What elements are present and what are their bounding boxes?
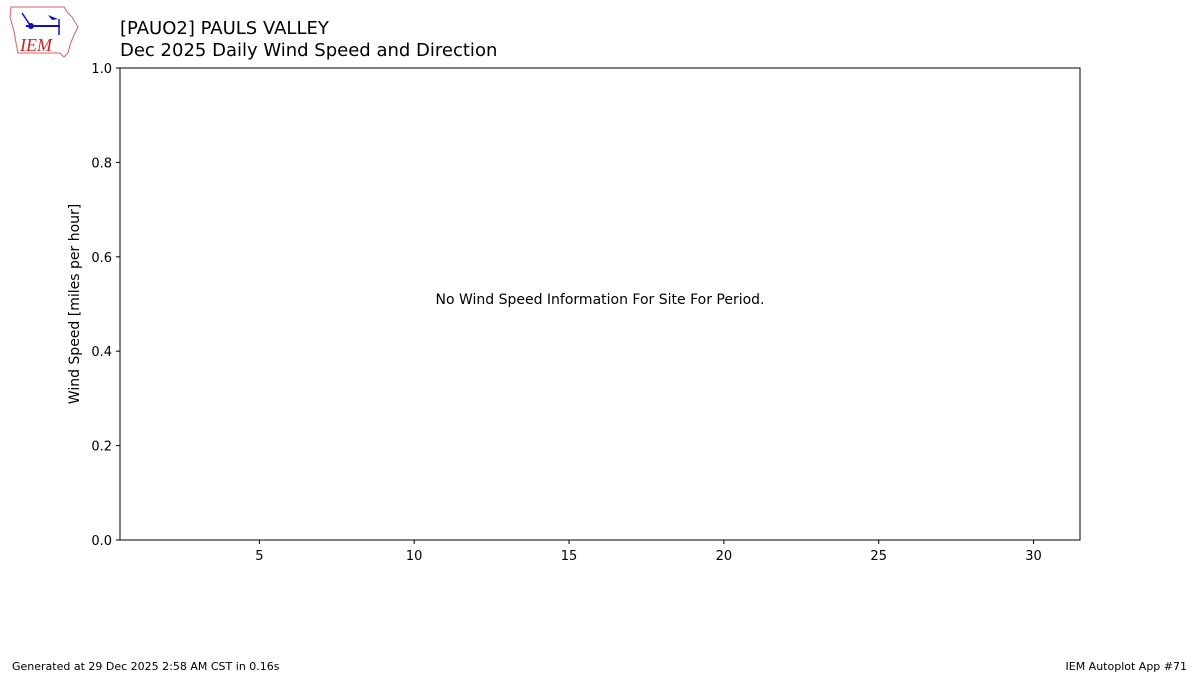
- x-tick-label: 15: [561, 549, 578, 564]
- x-tick-label: 30: [1025, 549, 1042, 564]
- chart-title-line2: Dec 2025 Daily Wind Speed and Direction: [120, 40, 498, 61]
- x-tick-label: 20: [716, 549, 733, 564]
- y-axis: 0.0 0.2 0.4 0.6 0.8 1.0: [91, 62, 120, 549]
- x-axis: 5 10 15 20 25 30: [255, 540, 1042, 564]
- y-tick-label: 0.0: [91, 534, 112, 549]
- x-tick-label: 5: [255, 549, 263, 564]
- iem-logo: IEM: [8, 5, 80, 63]
- y-tick-label: 0.8: [91, 156, 112, 171]
- svg-text:IEM: IEM: [19, 35, 53, 55]
- generated-timestamp: Generated at 29 Dec 2025 2:58 AM CST in …: [12, 660, 280, 673]
- app-label: IEM Autoplot App #71: [1065, 660, 1188, 673]
- y-axis-label: Wind Speed [miles per hour]: [67, 204, 83, 404]
- y-tick-label: 1.0: [91, 62, 112, 77]
- no-data-annotation: No Wind Speed Information For Site For P…: [435, 292, 764, 308]
- y-tick-label: 0.4: [91, 345, 112, 360]
- chart-title-line1: [PAUO2] PAULS VALLEY: [120, 18, 329, 39]
- plot-area: [119, 67, 1081, 541]
- y-tick-label: 0.2: [91, 440, 112, 455]
- x-tick-label: 10: [406, 549, 423, 564]
- y-tick-label: 0.6: [91, 251, 112, 266]
- x-tick-label: 25: [870, 549, 887, 564]
